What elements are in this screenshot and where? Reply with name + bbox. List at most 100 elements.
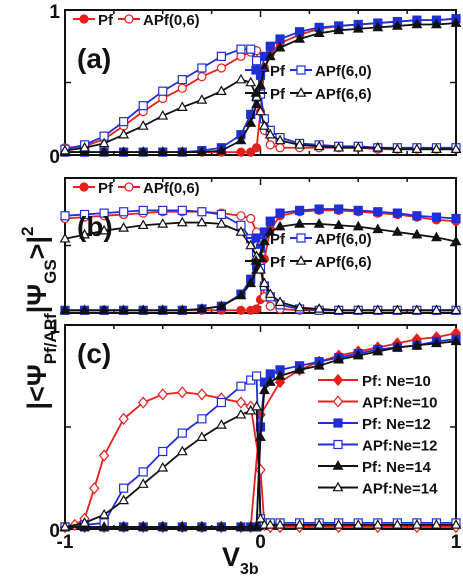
legend-entry: Pf: Ne=12 bbox=[318, 416, 431, 433]
panel-a: 0 1 (a) Pf APf(0,6) Pf APf(6,0) Pf APf(6,6) bbox=[49, 2, 462, 168]
data-point bbox=[158, 205, 168, 215]
data-point bbox=[391, 519, 403, 529]
legend-label: APf:Ne=10 bbox=[362, 395, 437, 412]
data-point bbox=[138, 396, 149, 409]
y-label-part-5: >| bbox=[22, 236, 52, 259]
data-point bbox=[450, 17, 462, 27]
legend-entry: APf:Ne=14 bbox=[318, 481, 438, 498]
data-point bbox=[275, 143, 285, 153]
data-point bbox=[274, 370, 286, 380]
y-label-part-6: 2 bbox=[18, 227, 37, 236]
legend-entry: Pf APf(0,6) bbox=[73, 180, 200, 197]
data-point bbox=[216, 63, 226, 73]
data-point bbox=[372, 519, 384, 529]
data-point bbox=[333, 219, 345, 230]
data-point bbox=[98, 304, 110, 315]
data-point bbox=[118, 494, 130, 505]
data-point bbox=[265, 41, 275, 51]
x-tick-label: -1 bbox=[57, 532, 74, 553]
data-point bbox=[197, 414, 207, 424]
y-label-part-4: GS bbox=[41, 259, 60, 284]
data-point bbox=[215, 419, 227, 429]
data-point bbox=[118, 304, 130, 315]
series-apf-ne-14 bbox=[59, 400, 462, 531]
data-point bbox=[245, 239, 257, 250]
legend-entry: APf:Ne=12 bbox=[318, 438, 437, 455]
data-point bbox=[333, 141, 345, 152]
data-point bbox=[411, 18, 423, 29]
data-point bbox=[215, 144, 227, 155]
data-point bbox=[236, 44, 246, 54]
legend: Pf: Ne=10 APf:Ne=10 Pf: Ne=12 APf:Ne=12 Pf: … bbox=[318, 373, 438, 498]
legend-entry: Pf APf(6,6) bbox=[245, 254, 372, 271]
data-point bbox=[313, 27, 325, 38]
data-point bbox=[251, 143, 262, 153]
data-point bbox=[352, 23, 364, 33]
data-point bbox=[431, 143, 442, 153]
data-point bbox=[158, 446, 168, 457]
data-point bbox=[137, 146, 149, 156]
data-point bbox=[450, 335, 462, 346]
data-point bbox=[451, 213, 461, 224]
data-point bbox=[313, 303, 325, 313]
data-point bbox=[158, 86, 168, 96]
data-point bbox=[274, 519, 286, 529]
legend-label: APf(6,0) bbox=[315, 63, 372, 80]
data-point bbox=[314, 204, 324, 214]
data-point bbox=[236, 211, 246, 221]
data-point bbox=[294, 301, 306, 312]
data-point bbox=[265, 140, 275, 150]
data-point bbox=[352, 220, 364, 231]
data-point bbox=[196, 216, 208, 227]
y-tick-label: 1 bbox=[49, 317, 60, 338]
data-point bbox=[118, 412, 129, 425]
data-point bbox=[196, 521, 208, 531]
data-point bbox=[265, 301, 275, 311]
legend-sample-marker bbox=[332, 395, 344, 408]
data-point bbox=[138, 205, 148, 215]
data-point bbox=[215, 521, 227, 531]
data-point bbox=[265, 216, 275, 226]
data-point bbox=[157, 388, 168, 401]
data-point bbox=[372, 141, 384, 152]
legend-label: Pf bbox=[270, 254, 286, 271]
data-point bbox=[235, 289, 247, 300]
data-point bbox=[157, 218, 169, 228]
y-tick-label: 0 bbox=[49, 521, 60, 542]
data-point bbox=[333, 353, 345, 364]
data-point bbox=[176, 304, 188, 315]
panels: 01(a)Pf APf(0,6)Pf APf(6,0)Pf APf(6,6)(b)Pf… bbox=[49, 2, 461, 553]
legend-sample-filled-marker bbox=[251, 65, 261, 75]
data-point bbox=[98, 137, 110, 148]
data-point bbox=[59, 232, 71, 243]
data-point bbox=[373, 207, 383, 217]
data-point bbox=[372, 304, 384, 315]
data-point bbox=[98, 508, 110, 519]
data-point bbox=[235, 408, 247, 419]
data-point bbox=[450, 304, 462, 315]
data-point bbox=[236, 381, 246, 391]
data-point bbox=[157, 304, 169, 315]
data-point bbox=[177, 386, 188, 399]
legend-sample-marker bbox=[332, 481, 344, 492]
data-point bbox=[391, 143, 403, 153]
data-point bbox=[431, 519, 442, 529]
data-point bbox=[137, 219, 149, 230]
legend-label: Pf bbox=[270, 63, 286, 80]
data-point bbox=[197, 63, 207, 73]
legend-sample-filled-marker bbox=[250, 255, 262, 265]
data-point bbox=[118, 146, 130, 156]
data-point bbox=[79, 304, 90, 315]
series-apf-6-6- bbox=[59, 216, 462, 315]
data-point bbox=[196, 94, 208, 104]
data-point bbox=[245, 76, 257, 87]
data-point bbox=[118, 222, 130, 232]
data-point bbox=[215, 300, 227, 311]
data-point bbox=[411, 304, 423, 315]
data-point bbox=[137, 304, 149, 315]
legend-label: Pf: Ne=12 bbox=[362, 416, 431, 433]
legend-sample-marker bbox=[333, 418, 343, 428]
data-point bbox=[246, 44, 256, 54]
data-point bbox=[264, 376, 276, 386]
